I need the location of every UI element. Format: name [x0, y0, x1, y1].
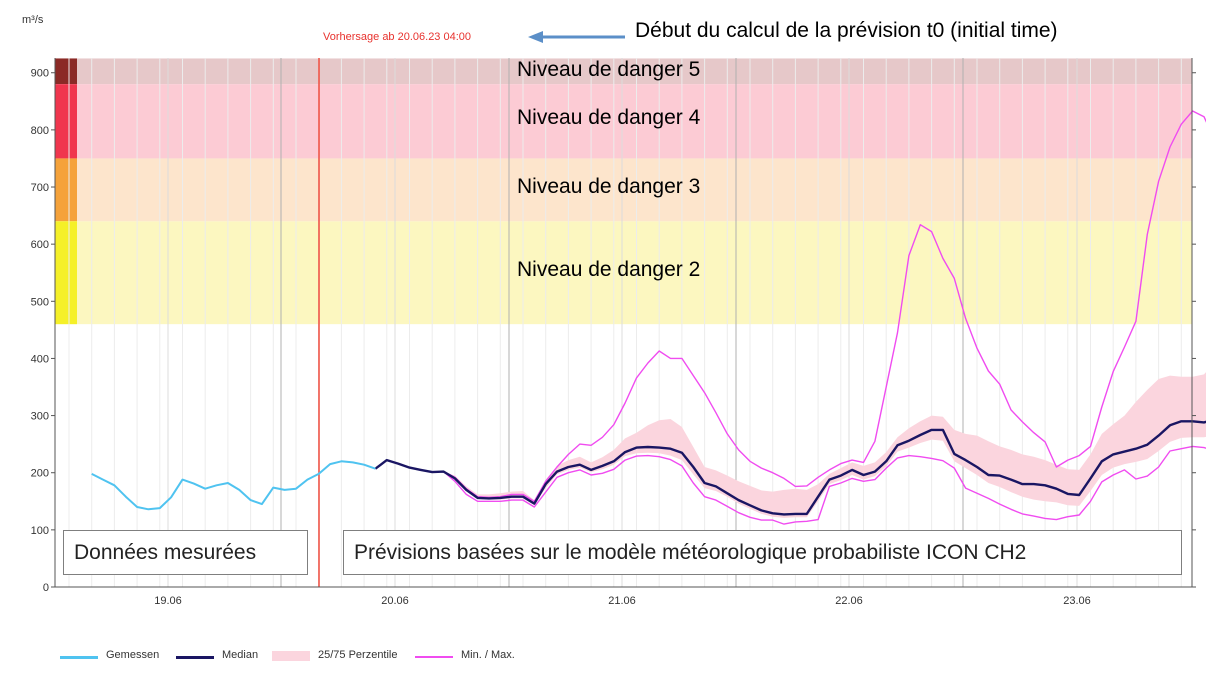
x-tick-label: 23.06	[1063, 595, 1091, 607]
y-tick-label: 300	[31, 411, 49, 423]
legend-swatch-gemessen	[60, 656, 98, 659]
max-line	[374, 110, 1206, 502]
y-tick-label: 0	[43, 582, 49, 594]
y-tick-label: 800	[31, 125, 49, 137]
forecast-box: Prévisions basées sur le modèle météorol…	[343, 530, 1182, 575]
y-tick-label: 400	[31, 353, 49, 365]
median-line	[374, 420, 1206, 516]
danger-level-2-label: Niveau de danger 2	[517, 258, 701, 281]
y-tick-label: 100	[31, 525, 49, 537]
percentile-band	[375, 372, 1206, 518]
t0-annotation: Début du calcul de la prévision t0 (init…	[635, 19, 1058, 42]
y-tick-label: 900	[31, 68, 49, 80]
measured-data-box: Données mesurées	[63, 530, 308, 575]
legend-label-gemessen: Gemessen	[106, 649, 160, 661]
danger-level-4-label: Niveau de danger 4	[517, 106, 701, 129]
danger-level-5-label: Niveau de danger 5	[517, 58, 701, 81]
legend-swatch-minmax	[415, 656, 453, 658]
unit-label: m³/s	[22, 14, 44, 26]
legend-swatch-percentile	[272, 651, 310, 661]
x-tick-label: 19.06	[154, 595, 182, 607]
danger-swatch-4	[55, 84, 77, 159]
danger-swatch-3	[55, 158, 77, 222]
legend-swatch-median	[176, 656, 214, 659]
legend-label-median: Median	[222, 649, 259, 661]
x-tick-label: 22.06	[835, 595, 863, 607]
t0-arrow-head	[528, 31, 543, 43]
danger-band-3	[55, 158, 1192, 222]
y-tick-label: 700	[31, 182, 49, 194]
x-tick-label: 21.06	[608, 595, 636, 607]
y-tick-label: 200	[31, 468, 49, 480]
forecast-start-label: Vorhersage ab 20.06.23 04:00	[323, 31, 472, 43]
measured-line	[91, 460, 376, 511]
danger-band-2	[55, 221, 1192, 325]
y-tick-label: 500	[31, 296, 49, 308]
min-line	[374, 445, 1206, 525]
danger-band-4	[55, 84, 1192, 159]
legend-label-minmax: Min. / Max.	[461, 649, 515, 661]
legend-label-percentile: 25/75 Perzentile	[318, 649, 398, 661]
danger-level-3-label: Niveau de danger 3	[517, 175, 701, 198]
y-tick-label: 600	[31, 239, 49, 251]
danger-swatch-2	[55, 221, 77, 325]
danger-swatch-5	[55, 58, 77, 85]
danger-band-5	[55, 58, 1192, 85]
x-tick-label: 20.06	[381, 595, 409, 607]
